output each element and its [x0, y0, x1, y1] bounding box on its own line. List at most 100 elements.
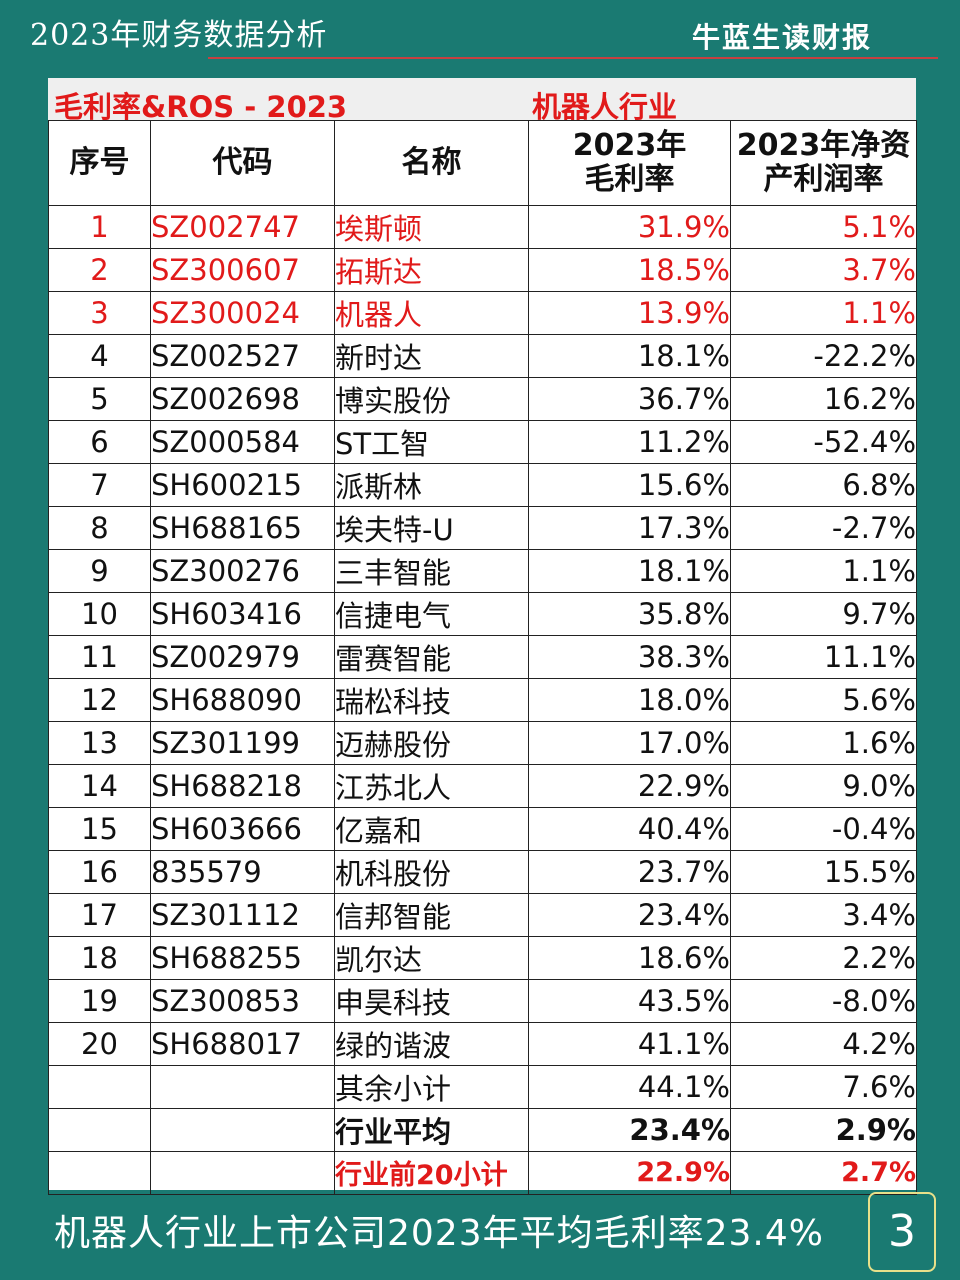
cell-name: ST工智: [334, 420, 529, 464]
cell-name: 拓斯达: [334, 248, 529, 292]
cell-ros: 5.6%: [730, 678, 917, 722]
cell-index: 6: [48, 420, 151, 464]
cell-code: SH688255: [150, 936, 335, 980]
cell-code: SH688017: [150, 1022, 335, 1066]
cell-ros: 3.4%: [730, 893, 917, 937]
cell-name: 迈赫股份: [334, 721, 529, 765]
cell-index: 17: [48, 893, 151, 937]
financial-table: 序号 代码 名称 2023年 毛利率 2023年净资 产利润率 1 SZ002747 埃…: [48, 120, 917, 1195]
cell-index: 7: [48, 463, 151, 507]
cell-ros: -0.4%: [730, 807, 917, 851]
cell-code: SZ000584: [150, 420, 335, 464]
cell-index: 11: [48, 635, 151, 679]
cell-ros: 1.1%: [730, 291, 917, 335]
cell-gross-margin: 18.1%: [528, 549, 731, 593]
cell-index: [48, 1108, 151, 1152]
cell-index: 13: [48, 721, 151, 765]
cell-code: [150, 1108, 335, 1152]
cell-name: 江苏北人: [334, 764, 529, 808]
footer-caption: 机器人行业上市公司2023年平均毛利率23.4%: [54, 1213, 824, 1254]
cell-ros: 6.8%: [730, 463, 917, 507]
cell-name: 信邦智能: [334, 893, 529, 937]
page-number-badge: 3: [868, 1192, 936, 1272]
table-row: 1 SZ002747 埃斯顿 31.9% 5.1%: [48, 205, 917, 249]
cell-ros: 2.7%: [730, 1151, 917, 1195]
industry-label: 机器人行业: [532, 90, 678, 124]
cell-name: 机器人: [334, 291, 529, 335]
cell-name: 申昊科技: [334, 979, 529, 1023]
cell-name: 三丰智能: [334, 549, 529, 593]
cell-code: SZ002527: [150, 334, 335, 378]
table-row: 15 SH603666 亿嘉和 40.4% -0.4%: [48, 807, 917, 851]
cell-name: 机科股份: [334, 850, 529, 894]
cell-code: SH603416: [150, 592, 335, 636]
cell-index: 16: [48, 850, 151, 894]
summary-row: 其余小计 44.1% 7.6%: [48, 1065, 917, 1109]
cell-name: 博实股份: [334, 377, 529, 421]
table-row: 17 SZ301112 信邦智能 23.4% 3.4%: [48, 893, 917, 937]
cell-code: SH600215: [150, 463, 335, 507]
col-header-index: 序号: [48, 120, 151, 206]
table-row: 4 SZ002527 新时达 18.1% -22.2%: [48, 334, 917, 378]
cell-index: 15: [48, 807, 151, 851]
cell-name: 瑞松科技: [334, 678, 529, 722]
cell-ros: 11.1%: [730, 635, 917, 679]
table-row: 2 SZ300607 拓斯达 18.5% 3.7%: [48, 248, 917, 292]
cell-gross-margin: 40.4%: [528, 807, 731, 851]
cell-code: [150, 1065, 335, 1109]
cell-ros: 1.6%: [730, 721, 917, 765]
col-header-gross-margin: 2023年 毛利率: [528, 120, 731, 206]
cell-code: SZ301112: [150, 893, 335, 937]
table-row: 7 SH600215 派斯林 15.6% 6.8%: [48, 463, 917, 507]
cell-ros: 9.7%: [730, 592, 917, 636]
cell-code: 835579: [150, 850, 335, 894]
cell-index: 10: [48, 592, 151, 636]
col-header-ros: 2023年净资 产利润率: [730, 120, 917, 206]
cell-name: 绿的谐波: [334, 1022, 529, 1066]
cell-gross-margin: 22.9%: [528, 764, 731, 808]
summary-row: 行业平均 23.4% 2.9%: [48, 1108, 917, 1152]
cell-code: SH688090: [150, 678, 335, 722]
cell-code: SZ002698: [150, 377, 335, 421]
sheet-title: 毛利率&ROS - 2023: [54, 90, 348, 124]
table-row: 20 SH688017 绿的谐波 41.1% 4.2%: [48, 1022, 917, 1066]
cell-code: SZ300276: [150, 549, 335, 593]
cell-gross-margin: 35.8%: [528, 592, 731, 636]
page-title: 2023年财务数据分析: [30, 18, 328, 53]
cell-ros: -22.2%: [730, 334, 917, 378]
cell-gross-margin: 17.3%: [528, 506, 731, 550]
cell-ros: 9.0%: [730, 764, 917, 808]
cell-index: 1: [48, 205, 151, 249]
cell-ros: -2.7%: [730, 506, 917, 550]
cell-index: 14: [48, 764, 151, 808]
cell-gross-margin: 41.1%: [528, 1022, 731, 1066]
cell-index: 3: [48, 291, 151, 335]
cell-index: 5: [48, 377, 151, 421]
cell-gross-margin: 17.0%: [528, 721, 731, 765]
cell-index: [48, 1065, 151, 1109]
table-row: 6 SZ000584 ST工智 11.2% -52.4%: [48, 420, 917, 464]
cell-gross-margin: 23.7%: [528, 850, 731, 894]
cell-ros: 2.9%: [730, 1108, 917, 1152]
cell-index: 20: [48, 1022, 151, 1066]
cell-name: 派斯林: [334, 463, 529, 507]
cell-name: 行业前20小计: [334, 1151, 529, 1195]
cell-index: [48, 1151, 151, 1195]
cell-gross-margin: 36.7%: [528, 377, 731, 421]
cell-gross-margin: 23.4%: [528, 893, 731, 937]
cell-index: 4: [48, 334, 151, 378]
table-row: 3 SZ300024 机器人 13.9% 1.1%: [48, 291, 917, 335]
cell-gross-margin: 15.6%: [528, 463, 731, 507]
cell-ros: 3.7%: [730, 248, 917, 292]
cell-ros: 15.5%: [730, 850, 917, 894]
cell-gross-margin: 11.2%: [528, 420, 731, 464]
cell-ros: -8.0%: [730, 979, 917, 1023]
cell-code: SH688218: [150, 764, 335, 808]
sheet-header: 毛利率&ROS - 2023 机器人行业: [48, 78, 916, 124]
cell-code: SH603666: [150, 807, 335, 851]
cell-name: 信捷电气: [334, 592, 529, 636]
cell-code: SZ002979: [150, 635, 335, 679]
cell-ros: 2.2%: [730, 936, 917, 980]
cell-ros: 7.6%: [730, 1065, 917, 1109]
cell-name: 行业平均: [334, 1108, 529, 1152]
